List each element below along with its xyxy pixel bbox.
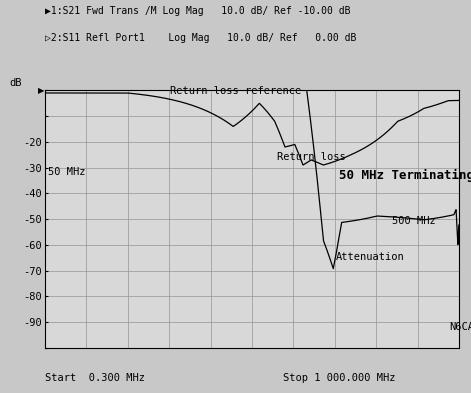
Text: Attenuation: Attenuation xyxy=(336,252,405,262)
Text: 50 MHz Terminating Low Pass Filter: 50 MHz Terminating Low Pass Filter xyxy=(339,169,471,182)
Text: Return loss: Return loss xyxy=(276,152,345,162)
Text: Stop 1 000.000 MHz: Stop 1 000.000 MHz xyxy=(283,373,395,383)
Text: ▷2:S11 Refl Port1    Log Mag   10.0 dB/ Ref   0.00 dB: ▷2:S11 Refl Port1 Log Mag 10.0 dB/ Ref 0… xyxy=(45,33,356,43)
Text: N6CA: N6CA xyxy=(449,322,471,332)
Text: 50 MHz: 50 MHz xyxy=(48,167,86,177)
Text: Start  0.300 MHz: Start 0.300 MHz xyxy=(45,373,145,383)
Text: 500 MHz: 500 MHz xyxy=(392,216,436,226)
Text: ▶1:S21 Fwd Trans /M Log Mag   10.0 dB/ Ref -10.00 dB: ▶1:S21 Fwd Trans /M Log Mag 10.0 dB/ Ref… xyxy=(45,6,350,16)
Text: dB: dB xyxy=(9,78,22,88)
Text: Return loss reference: Return loss reference xyxy=(171,86,301,96)
Text: ▶: ▶ xyxy=(38,86,45,95)
